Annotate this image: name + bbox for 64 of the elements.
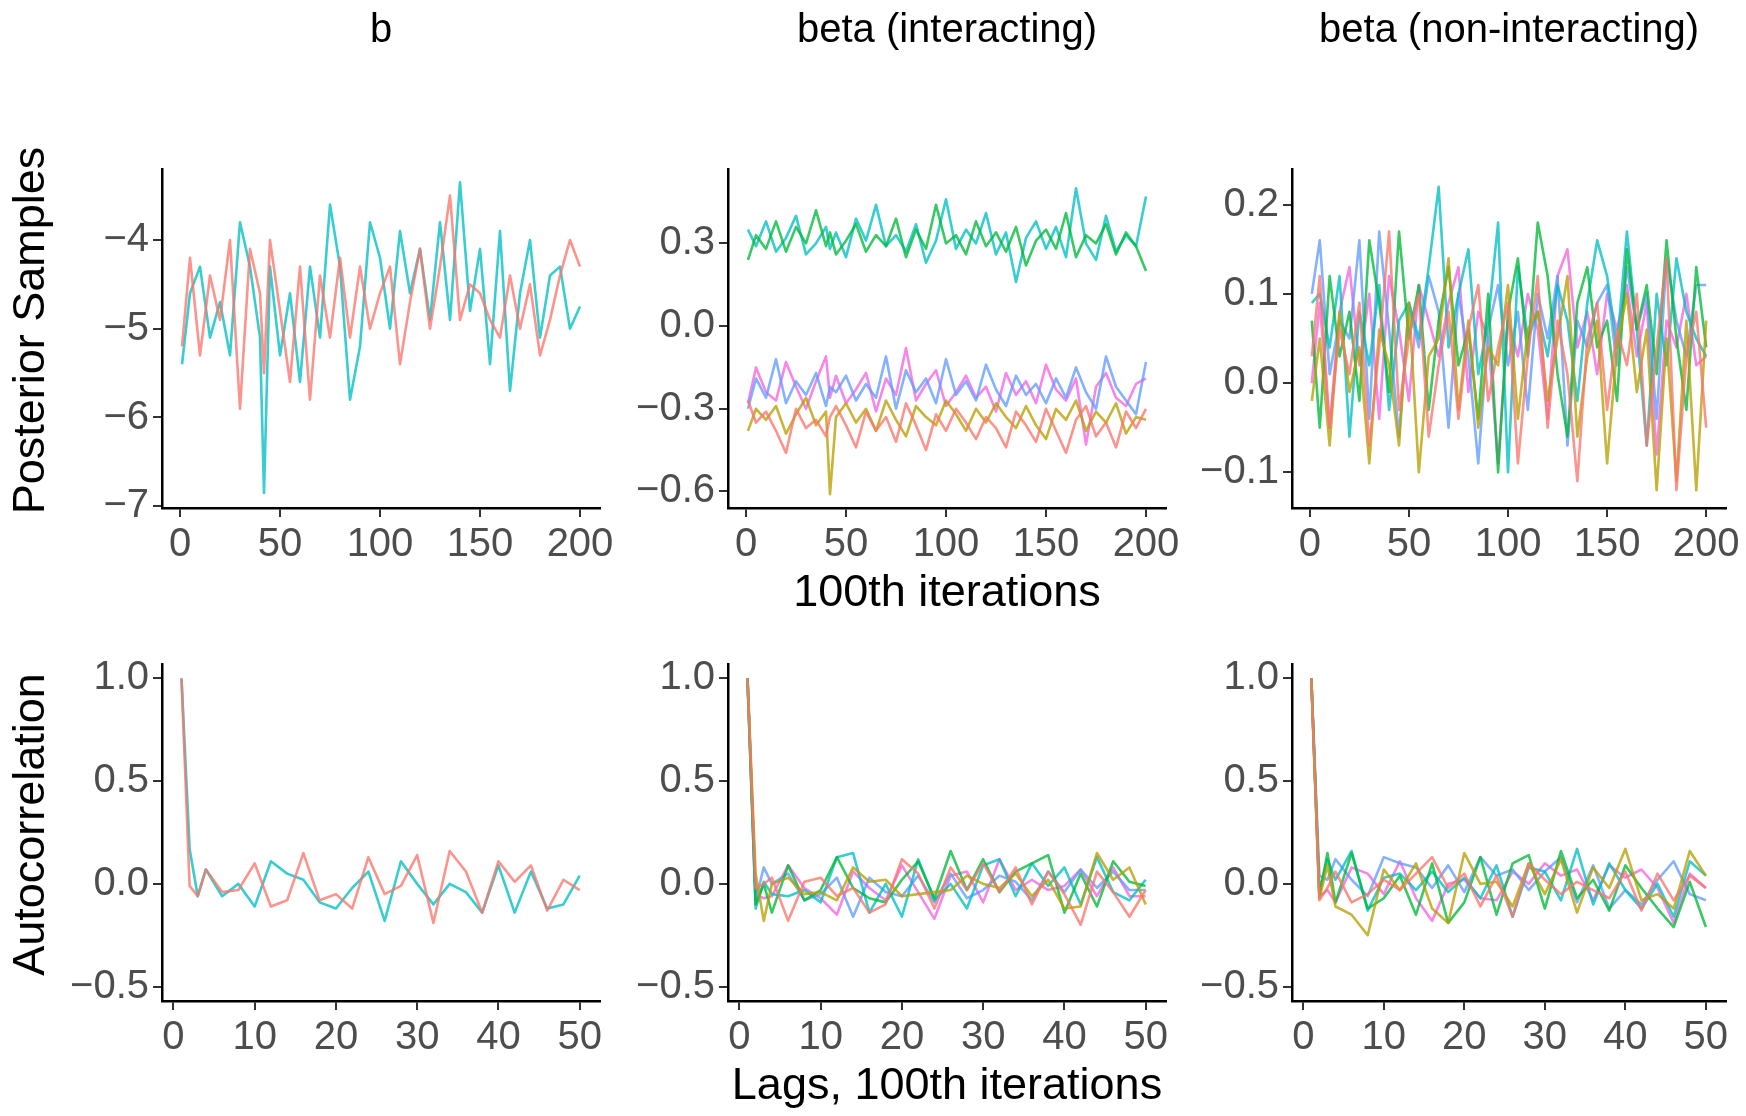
y-tick-label: 0.0	[659, 858, 715, 903]
x-tick-label: 0	[734, 520, 758, 565]
x-tick-label: 40	[1042, 1013, 1087, 1058]
x-tick-label: 100	[912, 520, 980, 565]
x-tick-label: 200	[1112, 520, 1180, 565]
y-tick-label: 0.0	[1223, 358, 1279, 403]
x-tick-label: 100	[1474, 520, 1542, 565]
y-tick-label: −0.5	[70, 961, 149, 1006]
x-tick-label: 50	[1386, 520, 1432, 565]
x-tick-label: 30	[1522, 1013, 1568, 1058]
x-tick-label: 0	[1298, 520, 1321, 565]
x-tick-label: 0	[162, 1013, 185, 1058]
x-tick-label: 200	[1672, 520, 1740, 565]
chart-title: beta (non-interacting)	[1317, 5, 1701, 52]
x-tick-label: 20	[879, 1013, 925, 1058]
y-tick-label: 0.5	[93, 756, 149, 801]
chart-title: b	[368, 5, 394, 52]
y-tick-label: 0.0	[1223, 858, 1279, 903]
x-tick-label: 50	[257, 520, 303, 565]
x-tick-label: 200	[546, 520, 614, 565]
y-tick-label: 0.3	[659, 218, 715, 263]
x-tick-label: 150	[446, 520, 514, 565]
x-tick-label: 150	[1012, 520, 1080, 565]
x-tick-label: 10	[798, 1013, 843, 1058]
x-tick-label: 0	[168, 520, 192, 565]
y-tick-label: 1.0	[93, 653, 149, 698]
x-tick-label: 0	[1292, 1013, 1315, 1058]
x-tick-label: 0	[728, 1013, 751, 1058]
x-tick-label: 30	[960, 1013, 1006, 1058]
y-tick-label: 0.1	[1223, 268, 1279, 313]
y-tick-label: −0.5	[636, 961, 715, 1006]
x-tick-label: 30	[394, 1013, 440, 1058]
y-tick-label: −0.1	[1200, 447, 1279, 492]
x-tick-label: 20	[313, 1013, 359, 1058]
y-tick-label: 0.5	[1223, 756, 1279, 801]
x-tick-label: 50	[557, 1013, 602, 1058]
y-axis-title: Autocorrelation	[1, 672, 55, 978]
x-tick-label: 100	[346, 520, 414, 565]
x-tick-label: 150	[1573, 520, 1641, 565]
x-tick-label: 40	[1603, 1013, 1648, 1058]
y-axis-title: Posterior Samples	[1, 145, 55, 517]
y-tick-label: 0.0	[93, 858, 149, 903]
x-tick-label: 10	[1361, 1013, 1407, 1058]
y-tick-label: −0.5	[1200, 961, 1279, 1006]
chart-title: beta (interacting)	[796, 6, 1098, 50]
x-axis-title: Lags, 100th iterations	[730, 1056, 1164, 1110]
y-tick-label: 1.0	[659, 653, 715, 698]
y-tick-label: 1.0	[1223, 653, 1279, 698]
y-tick-label: −0.6	[636, 466, 715, 511]
y-tick-label: −0.3	[636, 383, 715, 428]
y-tick-label: −5	[103, 303, 149, 348]
y-tick-label: −6	[103, 392, 149, 437]
x-tick-label: 20	[1442, 1013, 1487, 1058]
y-tick-label: 0.5	[659, 756, 715, 801]
y-tick-label: −7	[103, 481, 149, 526]
x-tick-label: 50	[1123, 1013, 1168, 1058]
y-tick-label: 0.0	[659, 301, 715, 346]
x-tick-label: 40	[476, 1013, 521, 1058]
y-tick-label: −4	[103, 215, 149, 260]
x-axis-title: 100th iterations	[792, 563, 1102, 617]
x-tick-label: 10	[232, 1013, 277, 1058]
x-tick-label: 50	[823, 520, 869, 565]
y-tick-label: 0.2	[1223, 179, 1279, 224]
x-tick-label: 50	[1683, 1013, 1729, 1058]
